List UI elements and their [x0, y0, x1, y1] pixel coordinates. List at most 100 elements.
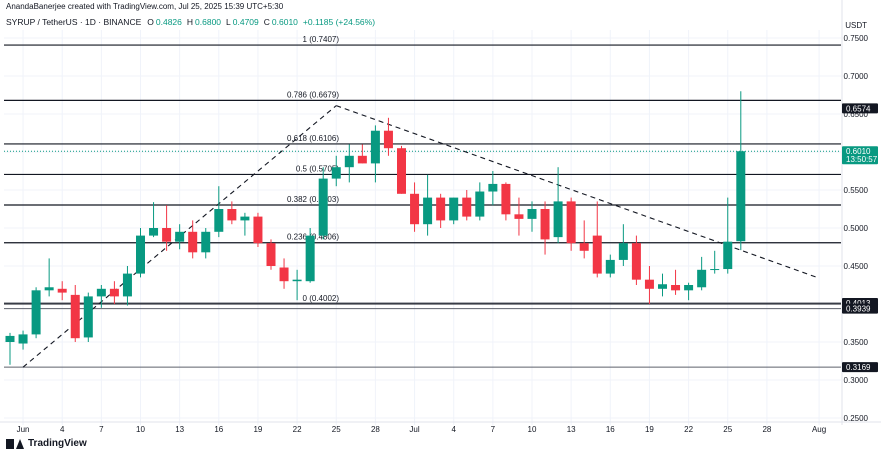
symbol-title[interactable]: SYRUP / TetherUS · 1D · BINANCE	[6, 17, 142, 27]
y-tick-label: 0.3500	[844, 338, 869, 347]
close-value: 0.6010	[271, 17, 298, 27]
candle-body	[96, 288, 106, 297]
candle-body	[253, 216, 263, 244]
x-tick-label: Jun	[17, 425, 30, 434]
candle-body	[631, 243, 641, 280]
currency-label: USDT	[845, 21, 867, 30]
fib-level-label: 0.618 (0.6106)	[287, 134, 339, 143]
x-tick-label: 28	[762, 425, 771, 434]
candle-body	[436, 197, 446, 221]
open-value: 0.4826	[155, 17, 182, 27]
tradingview-icon	[6, 438, 24, 449]
price-tag-value: 0.6010	[846, 147, 871, 156]
price-tag-value: 0.6574	[846, 104, 871, 113]
x-tick-label: 10	[528, 425, 537, 434]
candle-body	[684, 285, 694, 291]
candle-body	[305, 235, 315, 282]
y-tick-label: 0.4500	[844, 262, 869, 271]
candle-body	[201, 231, 211, 253]
y-tick-label: 0.3000	[844, 376, 869, 385]
candle-body	[370, 130, 380, 164]
candle-body	[136, 235, 145, 274]
candle-body	[397, 148, 406, 194]
candle-body	[18, 334, 28, 344]
candle-body	[475, 191, 485, 217]
candle-body	[292, 279, 302, 282]
candle-body	[736, 151, 746, 242]
y-tick-label: 0.7500	[844, 34, 869, 43]
y-tick-label: 0.6500	[844, 110, 869, 119]
candle-body	[423, 197, 433, 225]
chart-credit: AnandaBanerjee created with TradingView.…	[6, 2, 284, 11]
fib-level-label: 0.382 (0.5303)	[287, 195, 339, 204]
candle-body	[149, 228, 159, 236]
x-tick-label: 7	[491, 425, 496, 434]
candle-body	[318, 178, 328, 236]
price-tag	[842, 303, 878, 314]
price-tag	[842, 146, 878, 165]
fib-retracement: 1 (0.7407) 0.786 (0.6679) 0.618 (0.6106) 0.…	[4, 35, 841, 368]
price-tag-value: 0.4013	[846, 299, 871, 308]
chart-grid	[4, 30, 841, 425]
x-tick-label: 4	[60, 425, 65, 434]
x-tick-label: 16	[606, 425, 615, 434]
fib-level-label: 0 (0.4002)	[303, 294, 340, 303]
x-tick-label: 28	[371, 425, 380, 434]
candle-body	[5, 335, 15, 342]
x-tick-label: 19	[645, 425, 654, 434]
x-tick-label: 25	[723, 425, 732, 434]
high-value: 0.6800	[195, 17, 222, 27]
candle-body	[618, 243, 628, 260]
fib-level-label: 0.5 (0.5705)	[296, 164, 339, 173]
low-label: L	[226, 17, 231, 27]
y-tick-label: 0.5000	[844, 224, 869, 233]
candle-body	[449, 197, 459, 221]
candle-body	[227, 209, 237, 221]
x-tick-label: 22	[684, 425, 693, 434]
candle-body	[31, 290, 41, 335]
x-tick-label: 25	[332, 425, 341, 434]
fib-level-label: 1 (0.7407)	[303, 35, 340, 44]
trendline	[336, 105, 820, 279]
candle-body	[122, 273, 132, 297]
candle-body	[579, 243, 589, 251]
candle-body	[109, 288, 119, 297]
x-tick-label: Aug	[812, 425, 826, 434]
change-value: +0.1185 (+24.56%)	[302, 17, 376, 27]
candle-body	[671, 285, 681, 291]
y-tick-label: 0.7000	[844, 72, 869, 81]
trendlines	[22, 105, 820, 368]
candle-body	[344, 155, 354, 168]
candle-body	[70, 294, 80, 339]
candle-body	[383, 130, 393, 149]
x-tick-label: 22	[293, 425, 302, 434]
candle-body	[723, 241, 733, 270]
price-tag-value: 0.3169	[846, 363, 871, 372]
candle-body	[553, 201, 563, 238]
price-tag-countdown: 13:50:57	[846, 155, 878, 164]
candle-body	[175, 231, 185, 242]
x-tick-label: 13	[175, 425, 184, 434]
close-label: C	[263, 17, 270, 27]
candle-body	[44, 287, 54, 291]
candle-body	[697, 269, 707, 288]
candle-body	[710, 269, 720, 271]
price-axis: 0.75000.70000.65000.60000.55000.50000.45…	[841, 0, 869, 425]
candle-body	[266, 243, 276, 266]
tradingview-brand: TradingView	[28, 438, 87, 449]
candles	[5, 91, 746, 365]
tradingview-logo[interactable]: TradingView	[6, 438, 87, 449]
y-tick-label: 0.5500	[844, 186, 869, 195]
candle-body	[540, 209, 550, 240]
candle-body	[57, 288, 67, 293]
candle-body	[240, 216, 250, 221]
candle-body	[410, 193, 420, 225]
candle-body	[462, 197, 472, 217]
candle-body	[592, 235, 602, 274]
symbol-legend[interactable]: SYRUP / TetherUS · 1D · BINANCE O 0.4826…	[6, 17, 375, 27]
candle-body	[605, 259, 615, 274]
x-tick-label: 19	[253, 425, 262, 434]
candle-body	[514, 214, 524, 219]
